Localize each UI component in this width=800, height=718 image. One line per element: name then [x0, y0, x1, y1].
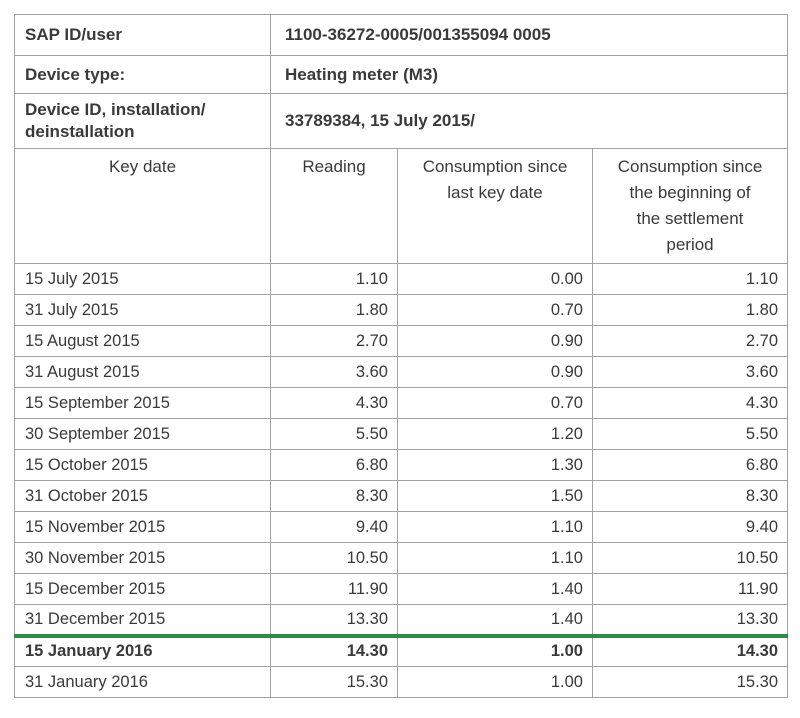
- consumption-since-last-key-date-cell: 1.10: [397, 542, 593, 574]
- device-info-value: 33789384, 15 July 2015/: [269, 93, 789, 149]
- consumption-since-last-key-date-cell: 1.30: [397, 449, 593, 481]
- consumption-since-last-key-date-cell: 1.20: [397, 418, 593, 450]
- consumption-since-settlement-start-cell: 5.50: [591, 418, 789, 450]
- consumption-since-last-key-date-cell: 0.90: [397, 356, 593, 388]
- reading-cell: 13.30: [270, 604, 398, 636]
- reading-cell: 4.30: [270, 387, 398, 419]
- consumption-since-settlement-start-cell: 14.30: [591, 633, 789, 667]
- reading-cell: 11.90: [270, 573, 398, 605]
- consumption-since-settlement-start-cell: 10.50: [591, 542, 789, 574]
- key-date-cell: 31 December 2015: [14, 604, 271, 636]
- reading-cell: 8.30: [270, 480, 398, 512]
- column-header: Consumption since the beginning of the s…: [591, 148, 789, 264]
- consumption-since-settlement-start-cell: 9.40: [591, 511, 789, 543]
- table-row: 30 September 2015 5.50 1.20 5.50: [14, 418, 789, 450]
- key-date-cell: 15 November 2015: [14, 511, 271, 543]
- consumption-since-last-key-date-cell: 0.00: [397, 263, 593, 295]
- consumption-since-settlement-start-cell: 4.30: [591, 387, 789, 419]
- reading-cell: 14.30: [270, 633, 398, 667]
- key-date-cell: 31 October 2015: [14, 480, 271, 512]
- reading-cell: 10.50: [270, 542, 398, 574]
- key-date-cell: 15 December 2015: [14, 573, 271, 605]
- reading-cell: 2.70: [270, 325, 398, 357]
- table-row: 15 October 2015 6.80 1.30 6.80: [14, 449, 789, 481]
- key-date-cell: 30 September 2015: [14, 418, 271, 450]
- reading-cell: 5.50: [270, 418, 398, 450]
- consumption-since-last-key-date-cell: 0.70: [397, 387, 593, 419]
- table-row: 31 October 2015 8.30 1.50 8.30: [14, 480, 789, 512]
- key-date-cell: 31 January 2016: [14, 666, 271, 698]
- table-row: 15 September 2015 4.30 0.70 4.30: [14, 387, 789, 419]
- key-date-cell: 15 October 2015: [14, 449, 271, 481]
- table-row: 15 December 2015 11.90 1.40 11.90: [14, 573, 789, 605]
- consumption-since-last-key-date-cell: 1.50: [397, 480, 593, 512]
- table-row: 15 January 2016 14.30 1.00 14.30: [14, 633, 789, 667]
- consumption-since-last-key-date-cell: 1.10: [397, 511, 593, 543]
- device-info-value: Heating meter (M3): [269, 55, 789, 94]
- table-row: 15 November 2015 9.40 1.10 9.40: [14, 511, 789, 543]
- device-info-label: Device type:: [14, 55, 271, 94]
- column-header: Reading: [270, 148, 398, 264]
- reading-cell: 3.60: [270, 356, 398, 388]
- device-info-value: 1100-36272-0005/001355094 0005: [269, 14, 789, 56]
- reading-cell: 6.80: [270, 449, 398, 481]
- table-row: 15 August 2015 2.70 0.90 2.70: [14, 325, 789, 357]
- key-date-cell: 30 November 2015: [14, 542, 271, 574]
- consumption-since-last-key-date-cell: 0.70: [397, 294, 593, 326]
- consumption-since-last-key-date-cell: 1.40: [397, 573, 593, 605]
- device-info-section: SAP ID/user 1100-36272-0005/001355094 00…: [14, 14, 789, 149]
- device-info-label: SAP ID/user: [14, 14, 271, 56]
- table-row: 31 August 2015 3.60 0.90 3.60: [14, 356, 789, 388]
- key-date-cell: 15 August 2015: [14, 325, 271, 357]
- key-date-cell: 31 August 2015: [14, 356, 271, 388]
- reading-cell: 9.40: [270, 511, 398, 543]
- consumption-since-settlement-start-cell: 1.80: [591, 294, 789, 326]
- readings-section: 15 July 2015 1.10 0.00 1.10 31 July 2015…: [14, 263, 789, 698]
- consumption-since-settlement-start-cell: 15.30: [591, 666, 789, 698]
- reading-cell: 15.30: [270, 666, 398, 698]
- consumption-since-settlement-start-cell: 13.30: [591, 604, 789, 636]
- column-header-section: Key date Reading Consumption since last …: [14, 148, 789, 264]
- table-row: 15 July 2015 1.10 0.00 1.10: [14, 263, 789, 295]
- device-info-row: SAP ID/user 1100-36272-0005/001355094 00…: [14, 14, 789, 56]
- consumption-since-last-key-date-cell: 1.00: [397, 666, 593, 698]
- device-info-row: Device type: Heating meter (M3): [14, 55, 789, 94]
- device-info-label: Device ID, installation/ deinstallation: [14, 93, 271, 149]
- consumption-since-last-key-date-cell: 1.40: [397, 604, 593, 636]
- key-date-cell: 15 September 2015: [14, 387, 271, 419]
- consumption-since-settlement-start-cell: 6.80: [591, 449, 789, 481]
- key-date-cell: 15 January 2016: [14, 633, 271, 667]
- device-info-row: Device ID, installation/ deinstallation …: [14, 93, 789, 149]
- table-row: 31 January 2016 15.30 1.00 15.30: [14, 666, 789, 698]
- consumption-since-settlement-start-cell: 11.90: [591, 573, 789, 605]
- consumption-since-last-key-date-cell: 0.90: [397, 325, 593, 357]
- consumption-since-settlement-start-cell: 1.10: [591, 263, 789, 295]
- meter-reading-table: SAP ID/user 1100-36272-0005/001355094 00…: [14, 14, 789, 698]
- reading-cell: 1.80: [270, 294, 398, 326]
- consumption-since-settlement-start-cell: 3.60: [591, 356, 789, 388]
- reading-cell: 1.10: [270, 263, 398, 295]
- consumption-since-settlement-start-cell: 2.70: [591, 325, 789, 357]
- consumption-since-settlement-start-cell: 8.30: [591, 480, 789, 512]
- column-header: Key date: [14, 148, 271, 264]
- column-header-row: Key date Reading Consumption since last …: [14, 148, 789, 264]
- key-date-cell: 31 July 2015: [14, 294, 271, 326]
- column-header: Consumption since last key date: [397, 148, 593, 264]
- key-date-cell: 15 July 2015: [14, 263, 271, 295]
- table-row: 31 December 2015 13.30 1.40 13.30: [14, 604, 789, 636]
- table-row: 30 November 2015 10.50 1.10 10.50: [14, 542, 789, 574]
- consumption-since-last-key-date-cell: 1.00: [397, 633, 593, 667]
- table-row: 31 July 2015 1.80 0.70 1.80: [14, 294, 789, 326]
